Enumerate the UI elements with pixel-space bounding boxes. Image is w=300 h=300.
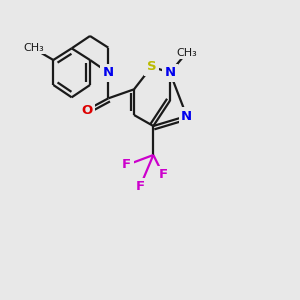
Text: F: F (159, 169, 168, 182)
Text: O: O (81, 103, 92, 116)
Text: N: N (181, 110, 192, 122)
Text: N: N (103, 66, 114, 79)
Text: N: N (164, 66, 175, 79)
Text: CH₃: CH₃ (23, 43, 44, 53)
Text: CH₃: CH₃ (176, 48, 197, 58)
Text: F: F (122, 158, 131, 172)
Text: S: S (147, 60, 157, 73)
Text: F: F (135, 180, 145, 193)
